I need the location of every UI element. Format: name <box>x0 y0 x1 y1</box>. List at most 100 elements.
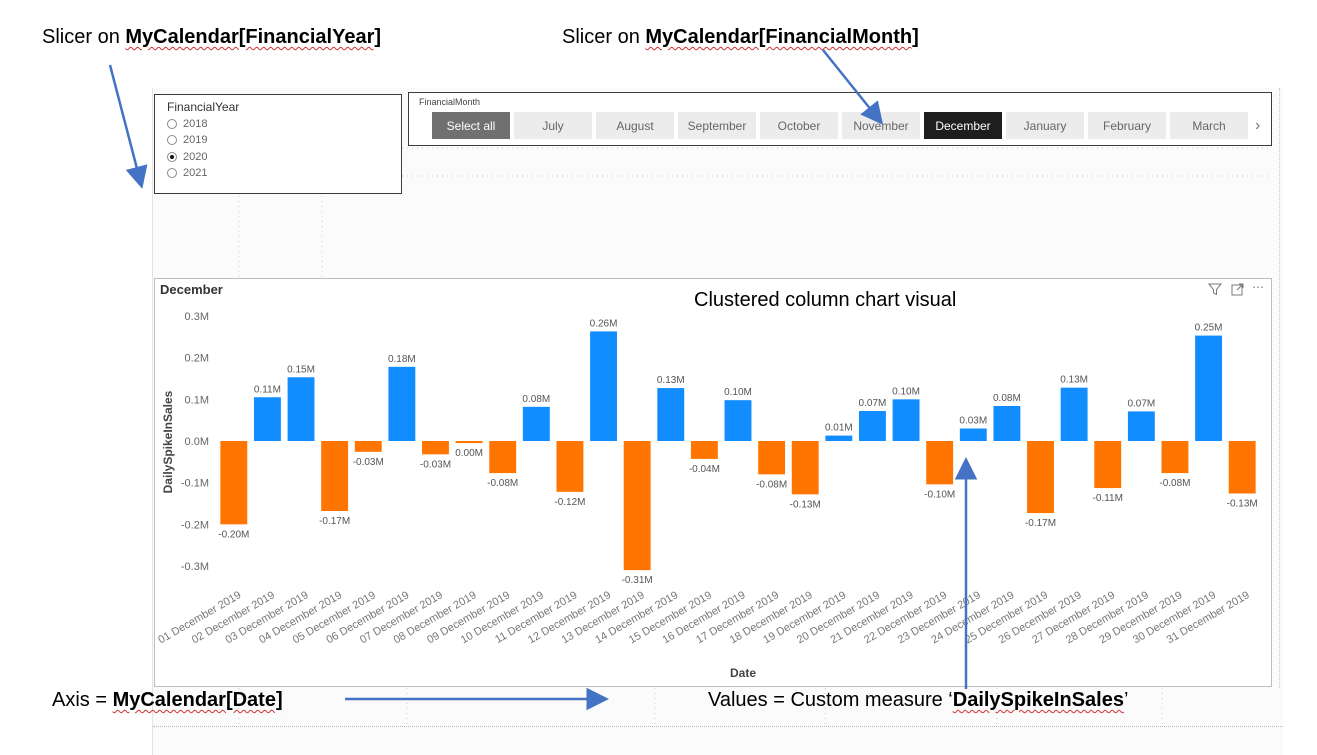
y-tick-label: 0.1M <box>185 394 209 406</box>
more-options-icon[interactable]: ⋯ <box>1252 280 1264 294</box>
chart-bar <box>220 441 248 525</box>
y-tick-label: 0.0M <box>185 436 209 448</box>
chart-bar <box>388 366 416 441</box>
year-option-2020[interactable]: 2020 <box>167 151 207 163</box>
chart-bar <box>321 441 349 511</box>
chart-bar <box>690 441 718 459</box>
data-label: 0.18M <box>388 354 416 365</box>
chart-bar <box>1127 411 1155 441</box>
radio-icon[interactable] <box>167 119 177 129</box>
data-label: -0.12M <box>554 497 585 508</box>
month-tile-select-all[interactable]: Select all <box>432 112 510 139</box>
year-option-2021[interactable]: 2021 <box>167 167 207 179</box>
year-option-2019[interactable]: 2019 <box>167 134 207 146</box>
year-option-2018[interactable]: 2018 <box>167 118 207 130</box>
chart-bar <box>758 441 786 475</box>
data-label: 0.07M <box>859 398 887 409</box>
month-tile-february[interactable]: February <box>1088 112 1166 139</box>
month-tile-october[interactable]: October <box>760 112 838 139</box>
annotation-month-slicer: Slicer on MyCalendar[FinancialMonth] <box>562 26 919 49</box>
chart-title: December <box>160 282 223 297</box>
chart-bar <box>1060 387 1088 441</box>
data-label: -0.11M <box>1093 493 1123 504</box>
data-label: 0.08M <box>522 394 550 405</box>
year-option-label: 2021 <box>183 167 208 179</box>
month-tile-december[interactable]: December <box>924 112 1002 139</box>
month-tile-march[interactable]: March <box>1170 112 1248 139</box>
data-label: 0.03M <box>959 416 987 427</box>
chevron-right-icon[interactable]: › <box>1255 117 1261 134</box>
chart-bar <box>590 331 617 441</box>
chart-bar <box>892 399 920 441</box>
data-label: -0.08M <box>487 478 518 489</box>
data-label: 0.26M <box>590 318 618 329</box>
financial-month-slicer: FinancialMonth Select all July August Se… <box>408 92 1272 146</box>
chart-bar <box>825 435 853 441</box>
chart-bar <box>724 400 752 441</box>
data-label: -0.17M <box>1025 518 1056 529</box>
annotation-axis: Axis = MyCalendar[Date] <box>52 689 283 712</box>
data-label: -0.03M <box>420 459 451 470</box>
data-label: -0.17M <box>319 516 350 527</box>
annotation-values-prefix: Values = Custom measure ‘ <box>708 689 953 711</box>
chart-bar <box>422 441 449 455</box>
data-label: 0.10M <box>892 386 920 397</box>
data-label: 0.13M <box>657 375 685 386</box>
annotation-values-suffix: ’ <box>1123 689 1129 711</box>
annotation-values: Values = Custom measure ‘DailySpikeInSal… <box>708 689 1128 712</box>
annotation-axis-prefix: Axis = <box>52 689 113 711</box>
data-label: -0.08M <box>1159 478 1190 489</box>
annotation-chart-type: Clustered column chart visual <box>694 289 957 311</box>
data-label: 0.13M <box>1060 375 1088 386</box>
month-tile-january[interactable]: January <box>1006 112 1084 139</box>
canvas-bottom-edge <box>153 726 1283 727</box>
chart-bar <box>859 411 886 441</box>
radio-icon[interactable] <box>167 168 177 178</box>
chart-bar <box>791 441 819 495</box>
financial-month-slicer-title: FinancialMonth <box>419 97 481 107</box>
chart-bar <box>1161 441 1189 474</box>
filter-icon[interactable] <box>1207 283 1223 299</box>
data-label: 0.25M <box>1195 323 1223 334</box>
financial-year-slicer-title: FinancialYear <box>167 100 240 114</box>
annotation-values-field: DailySpikeInSales <box>952 689 1124 711</box>
annotation-month-prefix: Slicer on <box>562 26 646 48</box>
data-label: -0.31M <box>622 575 653 586</box>
focus-mode-icon[interactable] <box>1231 283 1244 299</box>
data-label: -0.03M <box>353 457 384 468</box>
y-tick-label: 0.3M <box>185 311 209 323</box>
annotation-month-field: MyCalendar[FinancialMonth] <box>645 26 919 48</box>
chart-bar <box>926 441 954 485</box>
year-option-label: 2018 <box>183 118 208 130</box>
chart-bar <box>522 406 550 441</box>
month-tile-august[interactable]: August <box>596 112 674 139</box>
chart-bar <box>1027 441 1054 514</box>
year-option-label: 2019 <box>183 134 208 146</box>
chart-bar <box>253 397 281 441</box>
chart-bar <box>287 377 315 441</box>
data-label: 0.07M <box>1127 398 1155 409</box>
month-tile-september[interactable]: September <box>678 112 756 139</box>
annotation-axis-field: MyCalendar[Date] <box>112 689 283 711</box>
month-tile-july[interactable]: July <box>514 112 592 139</box>
data-label: -0.13M <box>790 499 821 510</box>
chart-bar <box>1228 441 1256 494</box>
annotation-year-field: MyCalendar[FinancialYear] <box>125 26 382 48</box>
x-axis-title: Date <box>730 666 756 680</box>
y-tick-label: 0.2M <box>185 353 209 365</box>
annotation-year-prefix: Slicer on <box>42 26 126 48</box>
y-tick-label: -0.2M <box>181 519 209 531</box>
chart-bar <box>1094 441 1122 489</box>
radio-selected-icon[interactable] <box>167 152 177 162</box>
clustered-column-chart[interactable]: December Clustered column chart visual ⋯… <box>154 278 1272 687</box>
year-option-label: 2020 <box>183 151 208 163</box>
chart-bar <box>1195 335 1223 441</box>
chart-bar <box>489 441 517 474</box>
month-tile-november[interactable]: November <box>842 112 920 139</box>
chart-bar <box>354 441 382 452</box>
radio-icon[interactable] <box>167 135 177 145</box>
chart-bar <box>623 441 651 571</box>
y-axis-title: DailySpikeInSales <box>161 390 175 493</box>
chart-bar <box>455 441 483 444</box>
data-label: 0.08M <box>993 393 1021 404</box>
